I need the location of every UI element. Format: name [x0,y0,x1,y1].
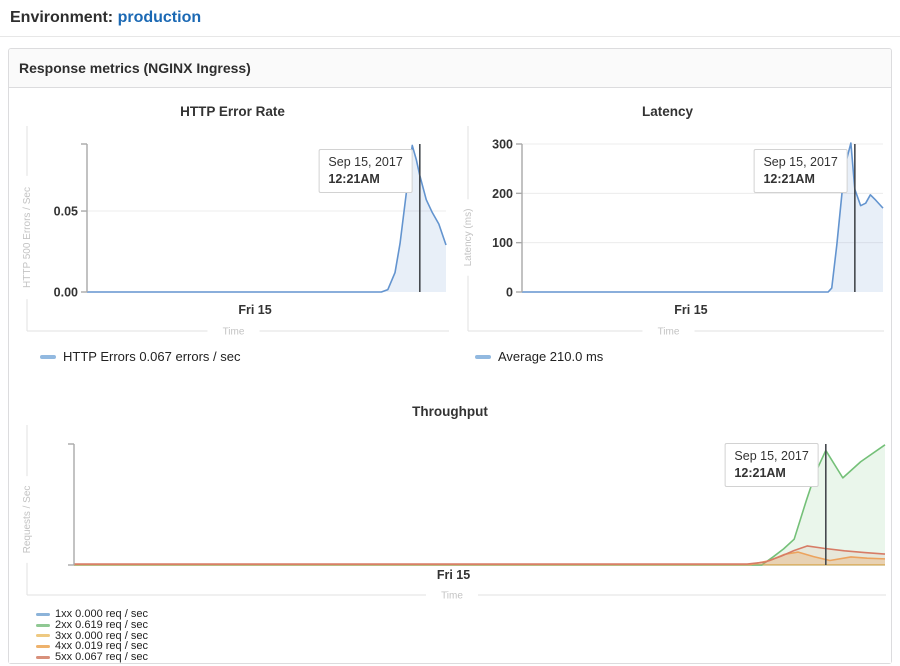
header-divider [0,36,900,37]
series-area-Average [522,143,883,292]
environment-label: Environment: [10,9,114,26]
legend-dash-icon [475,355,491,359]
series-line-2xx [74,444,886,566]
charts-row-top: HTTP Error Rate HTTP 500 Errors / Sec Tim… [15,94,885,367]
series-line-5xx [74,545,886,565]
legend-dash-icon [36,656,50,660]
chart-title-throughput: Throughput [412,404,488,419]
y-tick-label: 0.00 [54,286,78,300]
metrics-panel: Response metrics (NGINX Ingress) HTTP Er… [8,48,892,664]
legend-label: 4xx 0.019 req / sec [55,640,148,653]
legend-dash-icon [36,612,50,616]
y-tick-label: 0 [506,286,513,300]
chart-svg: Latency (ms) Time 0 100 200 300 Fri 15 [463,126,884,338]
latency-legend: Average 210.0 ms [475,349,885,365]
series-area-HTTP Errors [87,145,446,292]
throughput-legend: 1xx 0.000 req / sec 2xx 0.619 req / sec 3x… [36,609,885,663]
legend-item: 1xx 0.000 req / sec [36,609,885,620]
throughput-canvas[interactable]: Requests / Sec Time Fri 15 Sep 15, 2017 12:2… [15,423,886,603]
legend-item: HTTP Errors 0.067 errors / sec [40,349,450,365]
legend-item: 4xx 0.019 req / sec [36,641,885,652]
legend-label: 5xx 0.067 req / sec [55,651,148,664]
y-tick-label: 0.05 [54,205,78,219]
panel-body: HTTP Error Rate HTTP 500 Errors / Sec Tim… [9,88,891,663]
cursor-tooltip: Sep 15, 2017 12:21AM [724,443,819,487]
chart-title-latency: Latency [641,104,694,119]
series-line-Average [522,142,884,293]
series-line-HTTP Errors [87,144,447,293]
panel-title: Response metrics (NGINX Ingress) [9,49,891,88]
legend-label: 2xx 0.619 req / sec [55,618,148,631]
legend-item: Average 210.0 ms [475,349,885,365]
x-axis-label: Time [223,327,245,338]
legend-dash-icon [36,623,50,627]
tooltip-time: 12:21AM [328,172,380,186]
tooltip-date: Sep 15, 2017 [328,155,403,169]
tooltip-date: Sep 15, 2017 [763,155,838,169]
http-error-rate-canvas[interactable]: HTTP 500 Errors / Sec Time 0.00 0.05 Fri 15 S… [15,124,450,344]
legend-label: HTTP Errors 0.067 errors / sec [63,349,241,364]
chart-svg: Requests / Sec Time Fri 15 [22,425,886,602]
tooltip-time: 12:21AM [763,172,815,186]
y-tick-label: 200 [492,187,513,201]
environment-link[interactable]: production [117,9,202,26]
x-tick-label: Fri 15 [674,303,707,317]
x-axis-label: Time [658,327,680,338]
legend-item: 2xx 0.619 req / sec [36,618,885,631]
legend-dash-icon [36,645,50,649]
series-area-4xx [74,552,885,565]
cursor-tooltip: Sep 15, 2017 12:21AM [753,149,848,193]
y-tick-label: 300 [492,138,513,152]
chart-title-http-error-rate: HTTP Error Rate [180,104,285,119]
x-axis-label: Time [441,591,463,602]
y-tick-label: 100 [492,236,513,250]
legend-label: 3xx 0.000 req / sec [55,629,148,642]
http-error-rate-legend: HTTP Errors 0.067 errors / sec [40,349,450,365]
y-axis-label: Requests / Sec [22,486,33,554]
cursor-tooltip: Sep 15, 2017 12:21AM [318,149,413,193]
latency-canvas[interactable]: Latency (ms) Time 0 100 200 300 Fri 15 Sep 15, … [450,124,885,344]
y-axis-label: HTTP 500 Errors / Sec [22,187,33,288]
x-tick-label: Fri 15 [437,568,470,582]
legend-label: Average 210.0 ms [498,349,604,364]
legend-item: 5xx 0.067 req / sec [36,652,885,663]
legend-item: 3xx 0.000 req / sec [36,629,885,642]
legend-dash-icon [36,634,50,638]
chart-svg: HTTP 500 Errors / Sec Time 0.00 0.05 Fri 15 [22,126,449,338]
charts-row-bottom: Throughput Requests / Sec Time Fri 15 Sep 1… [15,367,886,663]
legend-dash-icon [40,355,56,359]
latency-chart: Latency Latency (ms) Time 0 100 200 300 Fri 15… [450,94,885,367]
environment-header: Environment: production [0,0,900,36]
tooltip-date: Sep 15, 2017 [734,449,809,463]
x-tick-label: Fri 15 [238,303,271,317]
throughput-chart: Throughput Requests / Sec Time Fri 15 Sep 1… [15,367,886,663]
tooltip-time: 12:21AM [734,466,786,480]
legend-label: 1xx 0.000 req / sec [55,608,148,620]
y-axis-label: Latency (ms) [463,209,474,267]
http-error-rate-chart: HTTP Error Rate HTTP 500 Errors / Sec Tim… [15,94,450,367]
